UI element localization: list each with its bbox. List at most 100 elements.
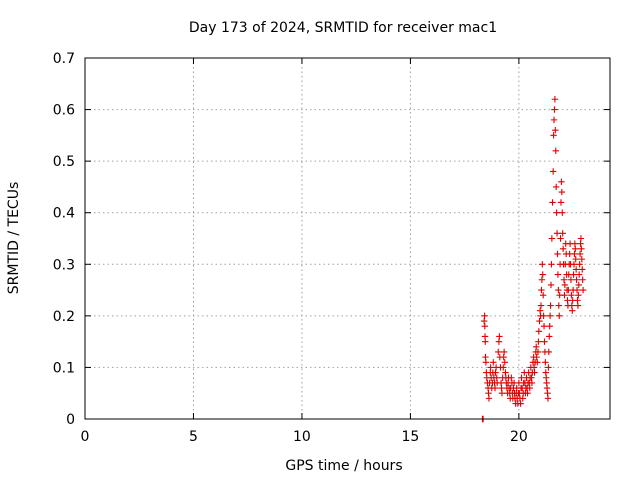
data-point	[539, 261, 546, 268]
data-point	[550, 132, 557, 139]
y-tick-label: 0.4	[53, 206, 75, 222]
data-point	[545, 364, 552, 371]
data-point	[537, 302, 545, 309]
data-point	[549, 168, 557, 175]
data-point	[526, 384, 533, 392]
data-point	[498, 390, 506, 397]
x-tick-label: 5	[189, 429, 198, 445]
data-point	[553, 209, 560, 216]
data-point	[557, 199, 565, 206]
data-point	[554, 271, 562, 278]
data-point	[573, 276, 580, 283]
data-point	[546, 312, 554, 320]
data-point	[485, 395, 493, 402]
data-point	[561, 281, 569, 289]
plot-frame	[84, 57, 611, 420]
data-point	[559, 230, 566, 237]
x-tick-label: 0	[81, 429, 90, 445]
data-point	[544, 395, 552, 402]
data-point	[570, 271, 577, 278]
data-point	[575, 271, 583, 278]
data-point	[539, 271, 546, 278]
data-point	[496, 333, 503, 340]
data-point	[573, 286, 581, 294]
data-point	[559, 209, 566, 216]
data-point	[517, 400, 524, 407]
data-point	[568, 292, 575, 299]
data-point	[578, 245, 585, 253]
data-point	[490, 359, 497, 366]
data-point	[482, 359, 490, 366]
data-point	[558, 178, 565, 185]
data-point	[540, 322, 548, 330]
data-point	[575, 292, 582, 299]
data-point	[575, 281, 582, 289]
data-point	[561, 292, 568, 299]
data-point	[569, 307, 576, 314]
data-point	[528, 379, 536, 387]
data-point	[534, 359, 541, 366]
data-point	[546, 333, 553, 340]
data-point	[550, 116, 558, 124]
data-point	[546, 322, 553, 330]
data-point	[500, 364, 507, 371]
x-axis-label: GPS time / hours	[285, 458, 402, 474]
y-tick-label: 0.3	[53, 257, 75, 273]
data-point	[533, 353, 540, 361]
data-point	[487, 364, 494, 371]
data-point	[538, 276, 546, 283]
data-point	[558, 188, 566, 196]
x-tick-label: 10	[293, 429, 311, 445]
grid-lines	[85, 58, 610, 419]
data-point	[548, 261, 555, 268]
data-point	[535, 328, 543, 335]
y-tick-label: 0.2	[53, 309, 75, 325]
data-point	[538, 286, 545, 294]
data-point	[579, 266, 586, 273]
data-point	[524, 390, 531, 397]
data-point	[549, 199, 556, 206]
data-point	[500, 348, 508, 356]
y-tick-label: 0.5	[53, 154, 75, 170]
data-point	[555, 302, 563, 309]
y-tick-label: 0.1	[53, 360, 75, 376]
data-point	[548, 235, 556, 242]
data-point	[492, 369, 499, 376]
x-tick-label: 20	[510, 429, 528, 445]
data-point	[555, 286, 562, 294]
data-point	[547, 281, 555, 289]
data-point	[579, 286, 587, 294]
data-point	[536, 317, 543, 325]
axis-ticks: 0 0.1 0.2 0.3 0.4 0.5 0.6 0.7 0 5 10 15 20	[53, 51, 610, 445]
data-point	[535, 338, 542, 345]
data-point	[571, 250, 578, 258]
data-point	[534, 348, 542, 356]
data-point	[556, 312, 563, 320]
y-tick-label: 0.6	[53, 103, 75, 119]
data-point	[567, 276, 575, 283]
data-point	[552, 183, 560, 191]
data-point	[560, 276, 568, 283]
data-point	[572, 266, 580, 273]
data-point	[576, 250, 584, 258]
data-point	[481, 322, 489, 330]
data-point	[554, 250, 561, 258]
data-point	[481, 312, 488, 320]
data-point	[551, 106, 558, 113]
chart-title: Day 173 of 2024, SRMTID for receiver mac…	[189, 20, 497, 36]
data-point	[495, 348, 502, 356]
data-point	[572, 245, 579, 253]
data-point	[552, 127, 559, 134]
x-tick-label: 15	[401, 429, 419, 445]
data-point	[539, 292, 547, 299]
data-point	[491, 384, 499, 392]
data-point	[551, 96, 559, 103]
y-tick-label: 0.7	[53, 51, 75, 67]
data-point	[557, 235, 564, 242]
data-points	[479, 96, 587, 423]
data-point	[540, 312, 547, 320]
data-point	[578, 255, 585, 263]
data-point	[482, 338, 489, 345]
data-point	[501, 359, 508, 366]
